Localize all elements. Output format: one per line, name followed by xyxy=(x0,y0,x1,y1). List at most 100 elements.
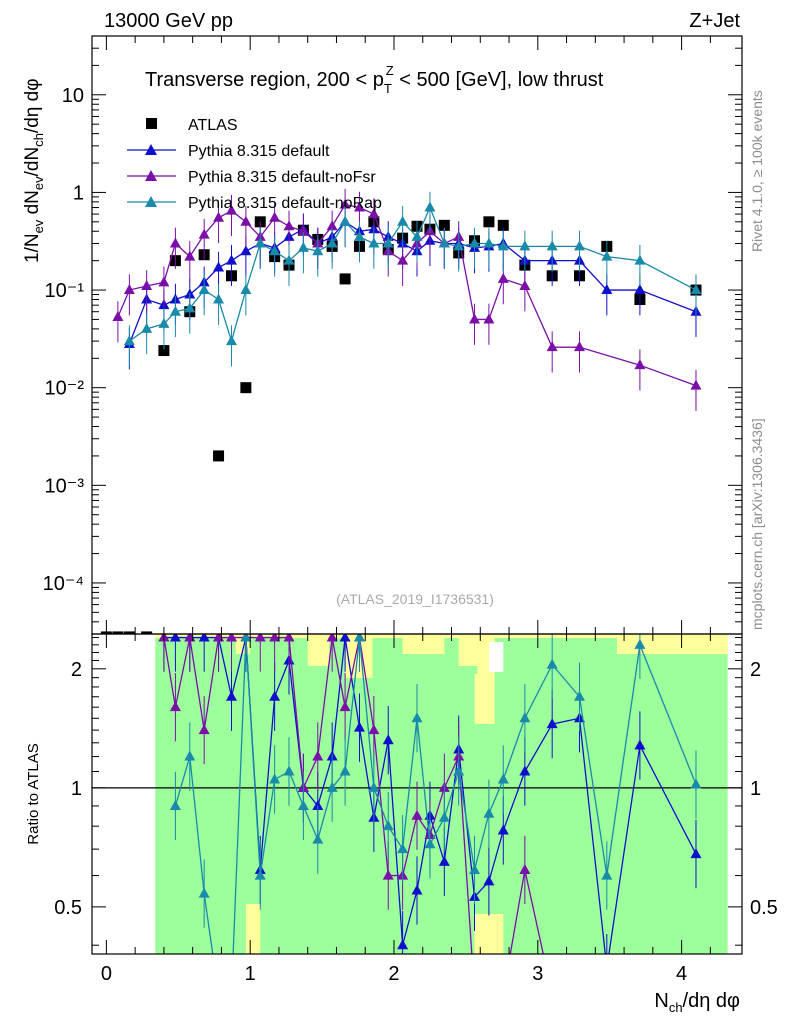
nofsr-ratio-point xyxy=(469,989,480,999)
norap-ratio-point xyxy=(469,863,481,874)
plot-title-sub: T xyxy=(384,81,392,96)
nofsr-data-point xyxy=(123,284,135,295)
norap-data-point xyxy=(469,237,481,248)
norap-ratio-point xyxy=(424,838,436,849)
process-label: Z+Jet xyxy=(689,10,740,32)
x-tick-label: 3 xyxy=(532,963,543,985)
atlas-data-point xyxy=(240,382,252,394)
norap-data-point xyxy=(382,237,394,248)
nofsr-ratio-point xyxy=(283,634,295,642)
band-outer-patch xyxy=(616,634,728,654)
legend-marker-default xyxy=(145,144,157,155)
nofsr-ratio-point xyxy=(198,724,210,735)
default-ratio-point xyxy=(601,962,612,972)
default-ratio-point xyxy=(397,939,409,950)
default-ratio-point xyxy=(690,848,702,859)
side-text-rivet: Rivet 4.1.0, ≥ 100k events xyxy=(749,90,765,252)
norap-data-point xyxy=(690,284,702,295)
norap-ratio-point xyxy=(497,773,509,784)
ratio-y-tick-label: 1 xyxy=(71,778,82,800)
main-y-tick-label: 10⁻¹ xyxy=(45,280,85,302)
band-outer-patch xyxy=(245,904,261,954)
nofsr-data-point xyxy=(240,215,252,226)
ratio-y-tick-label: 0.5 xyxy=(54,897,82,919)
nofsr-data-point xyxy=(112,310,124,321)
norap-ratio-point xyxy=(546,658,558,669)
legend-label-atlas: ATLAS xyxy=(188,117,238,134)
nofsr-data-point xyxy=(353,201,365,212)
norap-ratio-point xyxy=(169,799,181,810)
default-ratio-point xyxy=(312,799,324,810)
atlas-data-point xyxy=(123,631,135,634)
nofsr-ratio-point xyxy=(339,701,351,712)
band-outer-patch xyxy=(307,634,330,666)
nofsr-data-point xyxy=(213,211,225,222)
legend: ATLAS Pythia 8.315 default Pythia 8.315 … xyxy=(127,117,382,212)
plot-title-sup: Z xyxy=(386,63,394,78)
nofsr-data-point xyxy=(225,204,237,215)
norap-ratio-point xyxy=(397,843,409,854)
nofsr-ratio-point xyxy=(312,750,324,761)
x-tick-label: 2 xyxy=(388,963,399,985)
norap-ratio-point xyxy=(574,690,585,701)
nofsr-ratio-point xyxy=(519,863,531,874)
plot-title: Transverse region, 200 < pTZ < 500 [GeV]… xyxy=(145,63,604,96)
norap-data-point xyxy=(634,254,646,265)
norap-data-point xyxy=(368,237,380,248)
norap-data-point xyxy=(169,305,181,316)
x-tick-label: 4 xyxy=(676,963,687,985)
nofsr-ratio-point xyxy=(498,989,509,999)
norap-data-point xyxy=(326,237,338,248)
main-y-axis-title: 1/Nev dNev/dNch/dη dφ xyxy=(22,78,46,263)
norap-ratio-point xyxy=(269,773,281,784)
ratio-uncertainty-bands xyxy=(155,634,728,954)
plot-title-end: < 500 [GeV], low thrust xyxy=(394,69,604,91)
norap-ratio-point xyxy=(411,712,423,723)
main-plot-series xyxy=(100,188,702,634)
atlas-data-point xyxy=(141,631,153,634)
norap-data-point xyxy=(213,293,225,304)
nofsr-data-point xyxy=(574,341,585,352)
nofsr-ratio-point xyxy=(225,634,237,642)
default-ratio-point xyxy=(411,884,423,895)
norap-data-point xyxy=(312,245,324,256)
legend-label-norap: Pythia 8.315 default-noRap xyxy=(188,195,382,212)
nofsr-data-point xyxy=(397,254,409,265)
norap-data-point xyxy=(574,240,585,251)
nofsr-data-point xyxy=(690,379,702,390)
side-text-mcplots: mcplots.cern.ch [arXiv:1306.3436] xyxy=(749,418,765,630)
norap-data-point xyxy=(601,250,613,261)
nofsr-ratio-point xyxy=(254,634,266,642)
norap-ratio-point xyxy=(184,750,196,761)
default-ratio-point xyxy=(438,855,450,866)
norap-data-point xyxy=(546,240,558,251)
norap-ratio-line xyxy=(174,637,697,954)
norap-ratio-point xyxy=(382,820,394,831)
norap-data-point xyxy=(158,317,170,328)
nofsr-ratio-point xyxy=(269,634,281,642)
norap-data-point xyxy=(123,335,135,346)
energy-label: 13000 GeV pp xyxy=(104,10,233,32)
norap-ratio-point xyxy=(312,833,324,844)
main-y-tick-label: 1 xyxy=(73,182,84,204)
legend-label-nofsr: Pythia 8.315 default-noFsr xyxy=(188,169,376,186)
nofsr-data-point xyxy=(269,211,281,222)
nofsr-ratio-point xyxy=(483,989,494,999)
default-data-point xyxy=(634,284,646,295)
nofsr-data-point xyxy=(546,341,558,352)
norap-ratio-point xyxy=(213,989,224,999)
norap-ratio-point xyxy=(368,781,380,792)
norap-data-point xyxy=(397,215,409,226)
nofsr-data-point xyxy=(483,313,495,324)
norap-ratio-point xyxy=(339,765,351,776)
nofsr-data-point xyxy=(519,280,531,291)
norap-ratio-point xyxy=(297,799,309,810)
default-ratio-point xyxy=(519,765,531,776)
atlas-data-point xyxy=(483,216,495,228)
default-ratio-point xyxy=(269,690,281,701)
norap-ratio-point xyxy=(226,989,237,999)
nofsr-ratio-point xyxy=(169,701,181,712)
norap-ratio-point xyxy=(634,638,646,649)
nofsr-ratio-point xyxy=(326,634,338,642)
nofsr-data-point xyxy=(326,220,338,231)
